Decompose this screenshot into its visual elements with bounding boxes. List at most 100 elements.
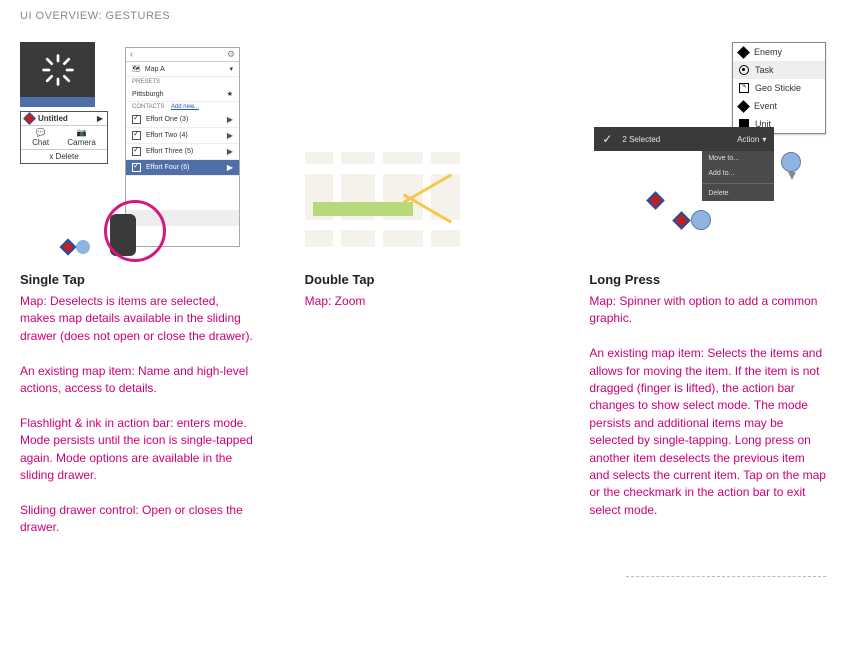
popup-actions-row: 💬 Chat 📷 Camera xyxy=(21,126,107,150)
panel-map-label: Map A xyxy=(145,66,165,73)
task-icon xyxy=(739,65,749,75)
touch-ring xyxy=(104,200,166,262)
contact-label: Effort Three (5) xyxy=(146,148,193,155)
checkbox-icon[interactable] xyxy=(132,131,141,140)
menu-item-event[interactable]: Event xyxy=(733,97,825,115)
col-long-press: Enemy Task Geo Stickie Event Unit xyxy=(589,42,826,536)
contact-label: Effort Two (4) xyxy=(146,132,188,139)
selected-count: 2 Selected xyxy=(622,135,660,144)
col3-title: Long Press xyxy=(589,272,826,287)
menu-label: Task xyxy=(755,65,774,75)
back-icon[interactable]: ‹ xyxy=(130,49,133,60)
dot-marker[interactable] xyxy=(781,152,801,172)
menu-item-enemy[interactable]: Enemy xyxy=(733,43,825,61)
diamond-icon xyxy=(23,112,36,125)
menu-label: Event xyxy=(754,101,777,111)
contact-label: Effort One (3) xyxy=(146,116,188,123)
menu-label: Geo Stickie xyxy=(755,83,801,93)
contact-row[interactable]: Effort Three (5) ▶ xyxy=(126,144,239,160)
dot-marker[interactable] xyxy=(691,210,711,230)
contacts-label: CONTACTS Add new... xyxy=(126,102,239,112)
diamond-marker[interactable] xyxy=(647,191,665,209)
selection-action-bar: ✓ 2 Selected Action ▾ xyxy=(594,127,774,151)
preset-name: Pittsburgh xyxy=(132,91,164,98)
contact-row[interactable]: Effort Two (4) ▶ xyxy=(126,128,239,144)
note-icon xyxy=(739,83,749,93)
diamond-icon xyxy=(737,100,750,113)
item-popup: Untitled ▶ 💬 Chat 📷 Camera xyxy=(20,111,108,164)
panel-map-row[interactable]: 🗺 Map A ▾ xyxy=(126,62,239,77)
blue-accent-bar xyxy=(20,97,95,107)
chat-button[interactable]: 💬 Chat xyxy=(32,128,49,147)
contact-row[interactable]: Effort One (3) ▶ xyxy=(126,112,239,128)
delete-label: x Delete xyxy=(49,152,78,161)
pin-icon xyxy=(788,172,796,180)
play-icon[interactable]: ▶ xyxy=(97,114,103,123)
chevron-down-icon: ▾ xyxy=(762,135,766,144)
road xyxy=(423,152,431,247)
checkbox-icon[interactable] xyxy=(132,115,141,124)
contact-row-selected[interactable]: Effort Four (6) ▶ xyxy=(126,160,239,176)
presets-label: PRESETS xyxy=(126,77,239,87)
checkbox-icon[interactable] xyxy=(132,147,141,156)
popup-title: Untitled xyxy=(38,114,93,123)
header-label xyxy=(139,51,141,58)
menu-item-task[interactable]: Task xyxy=(733,61,825,79)
star-icon: ★ xyxy=(227,90,233,98)
chevron-down-icon: ▾ xyxy=(229,65,233,73)
columns: Untitled ▶ 💬 Chat 📷 Camera xyxy=(20,42,826,536)
menu-label: Enemy xyxy=(754,47,782,57)
panel-header: ‹ ⚙ xyxy=(126,48,239,62)
dot-marker[interactable] xyxy=(76,240,90,254)
illus-double-tap xyxy=(305,42,542,252)
preset-row[interactable]: Pittsburgh ★ xyxy=(126,87,239,102)
camera-button[interactable]: 📷 Camera xyxy=(67,128,95,147)
col1-desc: Map: Deselects is items are selected, ma… xyxy=(20,293,257,536)
col-single-tap: Untitled ▶ 💬 Chat 📷 Camera xyxy=(20,42,257,536)
col3-desc: Map: Spinner with option to add a common… xyxy=(589,293,826,519)
diamond-icon xyxy=(737,46,750,59)
drop-delete[interactable]: Delete xyxy=(702,186,774,201)
play-icon[interactable]: ▶ xyxy=(227,163,233,172)
map-icon: 🗺 xyxy=(132,65,141,73)
chat-icon: 💬 xyxy=(36,128,46,137)
drop-move-to[interactable]: Move to... xyxy=(702,151,774,166)
camera-label: Camera xyxy=(67,138,95,147)
spinner-icon xyxy=(40,52,76,88)
app-tile-stack: Untitled ▶ 💬 Chat 📷 Camera xyxy=(20,42,108,164)
footer-divider xyxy=(626,576,826,577)
diamond-marker[interactable] xyxy=(60,239,77,256)
col-double-tap: Double Tap Map: Zoom xyxy=(305,42,542,536)
divider xyxy=(702,183,774,184)
diamond-marker[interactable] xyxy=(673,211,691,229)
checkmark-icon[interactable]: ✓ xyxy=(602,132,612,146)
action-dropdown: Move to... Add to... Delete xyxy=(702,151,774,201)
contact-label: Effort Four (6) xyxy=(146,164,189,171)
map-markers xyxy=(62,240,90,254)
action-dropdown-trigger[interactable]: Action ▾ xyxy=(737,135,766,144)
gear-icon[interactable]: ⚙ xyxy=(227,49,235,60)
road xyxy=(333,152,341,247)
loading-tile xyxy=(20,42,95,97)
col2-title: Double Tap xyxy=(305,272,542,287)
popup-title-row: Untitled ▶ xyxy=(21,112,107,126)
play-icon[interactable]: ▶ xyxy=(227,131,233,140)
park xyxy=(313,202,413,216)
add-new-link[interactable]: Add new... xyxy=(171,104,199,110)
menu-item-geo-stickie[interactable]: Geo Stickie xyxy=(733,79,825,97)
action-label: Action xyxy=(737,135,759,144)
road xyxy=(375,152,383,247)
camera-icon: 📷 xyxy=(77,128,87,137)
illus-single-tap: Untitled ▶ 💬 Chat 📷 Camera xyxy=(20,42,257,252)
checkbox-icon[interactable] xyxy=(132,163,141,172)
mini-map xyxy=(305,152,460,247)
delete-button[interactable]: x Delete xyxy=(21,150,107,163)
play-icon[interactable]: ▶ xyxy=(227,115,233,124)
chat-label: Chat xyxy=(32,138,49,147)
play-icon[interactable]: ▶ xyxy=(227,147,233,156)
col1-title: Single Tap xyxy=(20,272,257,287)
context-menu: Enemy Task Geo Stickie Event Unit xyxy=(732,42,826,134)
drop-add-to[interactable]: Add to... xyxy=(702,166,774,181)
page-title: UI OVERVIEW: GESTURES xyxy=(20,10,826,22)
illus-long-press: Enemy Task Geo Stickie Event Unit xyxy=(589,42,826,252)
